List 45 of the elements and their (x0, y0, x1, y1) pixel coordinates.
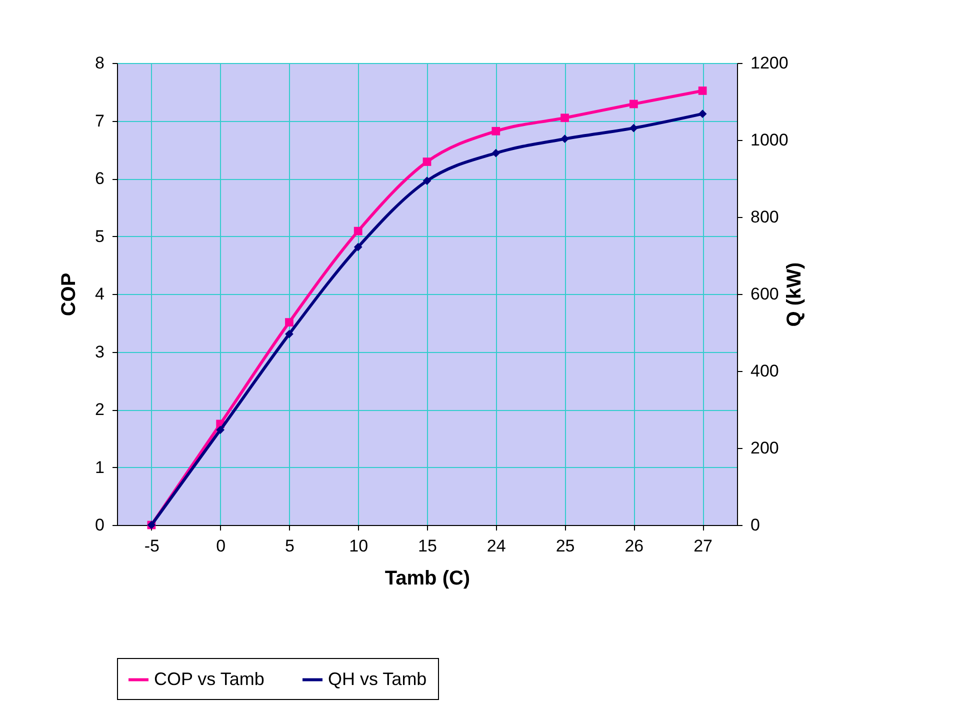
point (216, 426, 225, 434)
point (629, 100, 638, 108)
legend-label: COP vs Tamb (154, 668, 264, 689)
x-tick-label: 0 (216, 536, 226, 556)
y2-tick-label: 1200 (750, 54, 788, 72)
y2-tick-label: 0 (750, 516, 760, 534)
point (629, 124, 638, 132)
point (492, 148, 500, 158)
x-tick-label: 10 (349, 536, 368, 556)
point (285, 330, 294, 338)
y-tick-label: 0 (95, 516, 104, 534)
y-tick-label: 1 (95, 458, 104, 477)
x-tick-label: -5 (144, 536, 160, 556)
y2-tick-label: 600 (750, 284, 779, 304)
y-tick-label: 7 (95, 111, 104, 130)
y-tick-label: 6 (95, 169, 104, 188)
point (492, 126, 500, 136)
point (560, 114, 569, 122)
point (354, 226, 362, 236)
y-tick-label: 2 (95, 400, 104, 419)
legend-label: QH vs Tamb (328, 668, 427, 689)
point (560, 134, 569, 144)
x-axis-title: Tamb (C) (384, 568, 470, 590)
x-tick-label: 24 (486, 536, 506, 556)
point (285, 318, 294, 326)
y-tick-label: 4 (95, 284, 104, 304)
point (698, 86, 707, 95)
point (422, 158, 432, 166)
x-tick-label: 27 (694, 536, 713, 556)
y2-tick-label: 800 (750, 208, 779, 226)
y-tick-label: 8 (95, 54, 104, 72)
y-tick-label: 3 (95, 342, 104, 362)
y-axis-title: COP (58, 272, 80, 316)
point (698, 110, 707, 118)
x-tick-label: 26 (624, 536, 644, 556)
y2-tick-label: 200 (750, 438, 779, 458)
y2-tick-label: 1000 (750, 130, 788, 150)
point (422, 176, 432, 185)
x-tick-label: 15 (418, 536, 437, 556)
x-tick-label: 25 (556, 536, 575, 556)
point (354, 242, 362, 252)
x-tick-label: 5 (284, 536, 294, 556)
y-tick-label: 5 (95, 226, 104, 246)
y2-axis-title: Q (kW) (783, 262, 806, 327)
y2-tick-label: 400 (750, 362, 779, 380)
